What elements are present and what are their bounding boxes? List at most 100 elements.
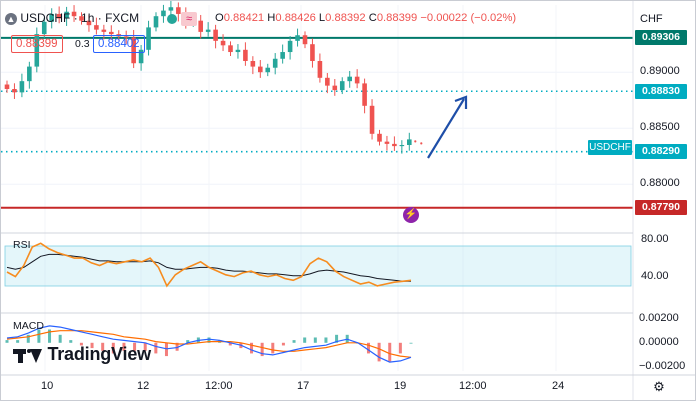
rsi-title: RSI xyxy=(13,239,31,251)
buy-button[interactable]: 0.88402 xyxy=(93,35,145,53)
macd-tick-label: 0.00200 xyxy=(639,311,679,324)
candle-body xyxy=(138,49,144,64)
candle-body xyxy=(109,31,114,35)
candle-body xyxy=(243,49,248,61)
candle-body xyxy=(310,44,315,61)
candle-body xyxy=(161,10,166,17)
spread-value: 0.3 xyxy=(75,38,90,50)
symbol-name: USDCHF xyxy=(20,11,71,25)
macd-histogram-bar xyxy=(143,342,147,351)
macd-histogram-bar xyxy=(37,329,41,343)
x-tick-label: 19 xyxy=(394,380,407,392)
macd-histogram-bar xyxy=(292,340,296,343)
candle-body xyxy=(407,139,412,145)
macd-histogram-bar xyxy=(58,334,62,343)
candle-body xyxy=(280,52,285,59)
candle-body xyxy=(168,7,174,11)
candle-body xyxy=(399,145,405,147)
currency-label[interactable]: CHF xyxy=(640,13,663,25)
macd-histogram-bar xyxy=(207,337,211,343)
candle-body xyxy=(392,143,397,147)
projection-dot xyxy=(414,140,417,143)
level-price-tag: 0.87790 xyxy=(635,200,687,216)
candle-body xyxy=(347,76,352,82)
macd-line xyxy=(6,325,412,363)
candle-body xyxy=(49,13,54,22)
candle-body xyxy=(302,35,308,45)
candle-body xyxy=(41,21,47,35)
rsi-line xyxy=(6,242,412,288)
candle-body xyxy=(56,13,62,19)
candle-body xyxy=(265,67,271,73)
candle-body xyxy=(205,29,211,32)
interval: 1h xyxy=(81,11,95,25)
collapse-icon[interactable]: ▲ xyxy=(5,12,17,25)
macd-histogram-bar xyxy=(16,340,20,343)
level-price-tag: 0.88830 xyxy=(635,83,687,99)
candle-body xyxy=(153,16,159,28)
candle-body xyxy=(176,7,181,14)
macd-histogram-bar xyxy=(228,342,232,346)
macd-histogram-bar xyxy=(409,342,413,344)
macd-histogram-bar xyxy=(313,337,317,343)
candle-body xyxy=(377,133,382,142)
macd-histogram-bar xyxy=(26,334,30,343)
macd-histogram-bar xyxy=(90,342,94,349)
flash-icon[interactable]: ⚡ xyxy=(403,207,419,223)
sell-button[interactable]: 0.88399 xyxy=(11,35,63,53)
candle-body xyxy=(235,49,241,53)
symbol-header[interactable]: ▲ USDCHF · 1h · FXCM xyxy=(5,11,140,25)
candle-body xyxy=(19,81,25,93)
trend-arrow[interactable] xyxy=(427,95,468,159)
candle-body xyxy=(384,141,390,144)
candle-body xyxy=(354,76,360,84)
level-price-tag: 0.89306 xyxy=(635,30,687,46)
candle-body xyxy=(258,66,263,73)
level-price-tag: 0.88290 xyxy=(635,144,687,160)
macd-histogram-bar xyxy=(101,342,105,351)
candle-body xyxy=(332,85,338,91)
tradingview-logo[interactable]: TradingView xyxy=(13,344,151,366)
candle-body xyxy=(64,11,69,19)
macd-histogram-bar xyxy=(366,342,370,354)
projection-dot xyxy=(420,142,423,145)
candle-body xyxy=(362,83,367,106)
exchange: FXCM xyxy=(105,11,140,25)
x-tick-label: 10 xyxy=(41,380,54,392)
x-tick-label: 12:00 xyxy=(205,380,233,392)
candle-body xyxy=(123,36,129,38)
candle-body xyxy=(339,81,345,91)
y-tick-label: 0.88500 xyxy=(640,121,680,134)
candle-body xyxy=(4,84,10,89)
macd-histogram-bar xyxy=(175,342,179,351)
macd-histogram-bar xyxy=(122,342,126,351)
macd-histogram-bar xyxy=(5,340,9,343)
macd-histogram-bar xyxy=(69,340,73,343)
rsi-tick-label: 40.00 xyxy=(641,269,669,282)
candle-body xyxy=(213,29,218,41)
y-tick-label: 0.89000 xyxy=(640,65,680,78)
macd-histogram-bar xyxy=(303,337,307,343)
macd-histogram-bar xyxy=(398,342,402,354)
x-tick-label: 24 xyxy=(552,380,565,392)
candle-body xyxy=(272,58,278,68)
candle-body xyxy=(27,66,32,82)
candle-body xyxy=(34,34,40,67)
symbol-tag: USDCHF xyxy=(588,140,632,155)
macd-histogram-bar xyxy=(79,342,83,346)
tv-logo-text: TradingView xyxy=(47,344,151,364)
macd-histogram-bar xyxy=(133,342,137,351)
x-tick-label: 12 xyxy=(137,380,150,392)
macd-tick-label: −0.00200 xyxy=(639,359,686,372)
candle-body xyxy=(12,89,17,93)
macd-histogram-bar xyxy=(250,342,254,354)
macd-histogram-bar xyxy=(281,342,285,346)
alert-icon[interactable]: ≈ xyxy=(181,9,197,27)
settings-icon[interactable]: ⚙ xyxy=(653,379,665,394)
candle-body xyxy=(325,77,330,86)
candle-body xyxy=(146,27,151,50)
macd-title: MACD xyxy=(13,320,44,332)
candle-body xyxy=(86,20,92,26)
